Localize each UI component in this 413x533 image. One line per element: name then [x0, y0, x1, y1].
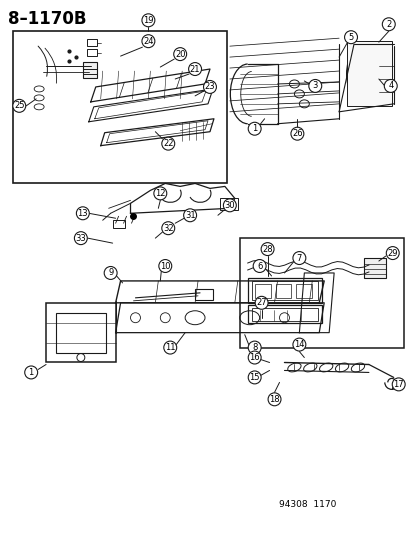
Text: 12: 12: [155, 189, 165, 198]
Circle shape: [254, 296, 268, 309]
Circle shape: [154, 187, 166, 200]
Text: 27: 27: [256, 298, 266, 308]
Text: 20: 20: [175, 50, 185, 59]
Circle shape: [248, 341, 261, 354]
Bar: [87, 39, 97, 46]
Text: 5: 5: [348, 33, 353, 42]
Text: 30: 30: [224, 201, 235, 210]
Circle shape: [74, 232, 87, 245]
Text: 2: 2: [385, 20, 390, 29]
Circle shape: [391, 378, 404, 391]
Text: 10: 10: [160, 262, 170, 271]
Text: 8–1170B: 8–1170B: [8, 10, 87, 28]
Text: 15: 15: [249, 373, 259, 382]
Bar: [296, 284, 311, 298]
Text: 14: 14: [293, 340, 304, 349]
Bar: [275, 284, 291, 298]
Circle shape: [292, 252, 305, 264]
Bar: [56, 313, 105, 352]
Circle shape: [248, 351, 261, 364]
Text: 13: 13: [77, 209, 88, 218]
Circle shape: [104, 266, 117, 279]
Text: 19: 19: [143, 16, 153, 25]
Circle shape: [383, 79, 396, 92]
Bar: [254, 284, 270, 298]
Text: 26: 26: [291, 129, 302, 138]
Text: 11: 11: [165, 343, 175, 352]
Circle shape: [25, 366, 38, 379]
Circle shape: [76, 207, 89, 220]
Text: 1: 1: [252, 124, 257, 133]
Text: 23: 23: [204, 83, 215, 92]
Bar: [363, 258, 385, 278]
Text: 9: 9: [108, 269, 113, 278]
Text: 6: 6: [256, 262, 262, 271]
Circle shape: [142, 35, 154, 47]
Text: 8: 8: [252, 343, 257, 352]
Text: 25: 25: [14, 101, 24, 110]
Text: 29: 29: [387, 248, 397, 257]
Circle shape: [308, 79, 321, 92]
Text: 21: 21: [190, 64, 200, 74]
Bar: [195, 289, 212, 300]
Bar: [13, 31, 226, 183]
Circle shape: [261, 243, 273, 255]
Circle shape: [142, 14, 154, 27]
Bar: [87, 49, 97, 56]
Circle shape: [183, 209, 196, 222]
Circle shape: [203, 80, 216, 93]
Bar: [239, 238, 403, 348]
Circle shape: [248, 122, 261, 135]
Text: 3: 3: [312, 82, 317, 91]
Bar: [247, 278, 321, 303]
Text: 28: 28: [262, 245, 272, 254]
Text: 4: 4: [387, 82, 392, 91]
Circle shape: [248, 371, 261, 384]
Text: 94308  1170: 94308 1170: [278, 499, 336, 508]
Circle shape: [344, 31, 356, 44]
Circle shape: [13, 99, 26, 112]
Text: 24: 24: [143, 37, 153, 46]
Circle shape: [161, 222, 174, 235]
Circle shape: [253, 260, 266, 272]
Text: 7: 7: [296, 254, 301, 263]
Circle shape: [292, 338, 305, 351]
Circle shape: [173, 47, 186, 61]
Bar: [219, 198, 237, 211]
Bar: [251, 308, 318, 321]
Circle shape: [385, 247, 398, 260]
Text: 16: 16: [249, 353, 259, 362]
Circle shape: [161, 137, 174, 150]
Text: 1: 1: [28, 368, 34, 377]
Bar: [251, 281, 318, 300]
Bar: [46, 303, 115, 362]
Circle shape: [188, 62, 201, 76]
Circle shape: [381, 18, 394, 31]
Circle shape: [268, 393, 280, 406]
Text: 31: 31: [184, 211, 195, 220]
Bar: [346, 41, 391, 106]
Text: 17: 17: [392, 380, 403, 389]
Circle shape: [290, 127, 303, 140]
Bar: [112, 220, 124, 228]
Circle shape: [223, 199, 236, 212]
Text: 18: 18: [268, 395, 279, 404]
Text: 22: 22: [163, 139, 173, 148]
Circle shape: [159, 260, 171, 272]
Text: 33: 33: [75, 233, 86, 243]
Text: 32: 32: [163, 224, 173, 233]
Bar: [83, 62, 97, 78]
Circle shape: [164, 341, 176, 354]
Bar: [247, 305, 321, 322]
